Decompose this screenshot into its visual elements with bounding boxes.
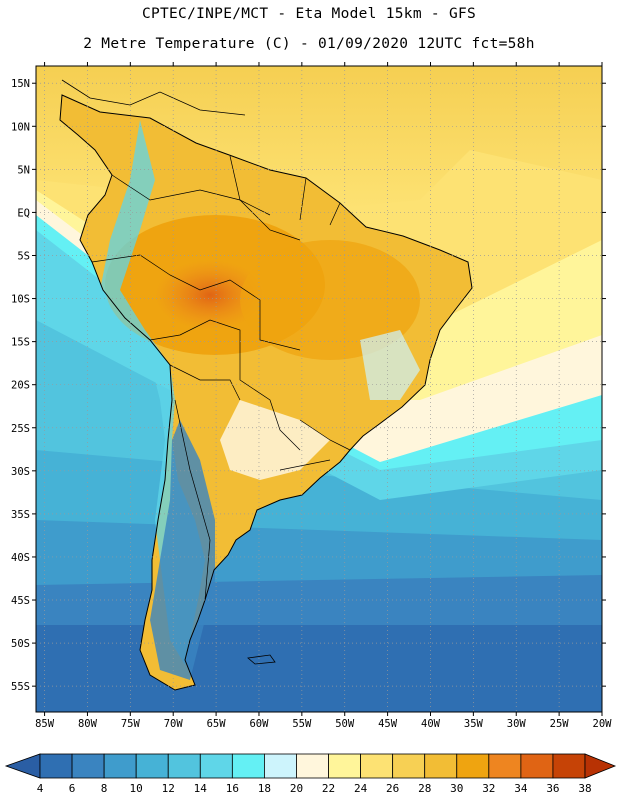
colorbar-swatch xyxy=(488,753,522,779)
lon-tick-label: 60W xyxy=(249,718,269,730)
lon-tick-label: 30W xyxy=(507,718,527,730)
colorbar-swatch xyxy=(167,753,201,779)
temperature-field xyxy=(36,66,602,712)
lat-tick-label: 10S xyxy=(11,294,30,306)
lon-tick-label: 85W xyxy=(35,718,55,730)
colorbar-under-arrow xyxy=(4,753,41,779)
caribbean-coastline xyxy=(61,79,246,116)
lon-tick-label: 65W xyxy=(207,718,227,730)
colorbar-over-arrow xyxy=(584,753,617,779)
longitude-axis: 85W 80W 75W 70W 65W 60W 55W 50W 45W 40W 35W 30W 25W 2… xyxy=(35,62,612,730)
lat-tick-label: 35S xyxy=(11,509,30,521)
colorbar-label: 36 xyxy=(546,782,559,795)
colorbar-swatch xyxy=(39,753,73,779)
map-title-line2: 2 Metre Temperature (C) - 01/09/2020 12U… xyxy=(83,36,535,52)
colorbar-swatch xyxy=(520,753,554,779)
patagonia-cold-area xyxy=(150,420,215,680)
colorbar-label: 14 xyxy=(194,782,208,795)
colorbar-swatch xyxy=(199,753,233,779)
lat-tick-label: 55S xyxy=(11,681,30,693)
colorbar-label: 6 xyxy=(69,782,76,795)
colorbar-label: 32 xyxy=(482,782,495,795)
colorbar-swatch xyxy=(424,753,458,779)
lat-tick-label: 15N xyxy=(11,78,30,90)
coastline xyxy=(59,94,473,691)
lon-tick-label: 45W xyxy=(378,718,398,730)
colorbar-label: 18 xyxy=(258,782,271,795)
colorbar-label: 26 xyxy=(386,782,399,795)
colorbar-swatch xyxy=(456,753,490,779)
lat-tick-label: 40S xyxy=(11,552,30,564)
latitude-axis: 15N 10N 5N EQ 5S 10S 15S 20S 25S 30S 35S 40S 45S 50S 5… xyxy=(11,78,606,693)
colorbar-swatch xyxy=(296,753,329,779)
colorbar-swatch xyxy=(135,753,169,779)
lon-tick-label: 20W xyxy=(593,718,613,730)
colorbar-swatch xyxy=(392,753,426,779)
lon-tick-label: 70W xyxy=(164,718,184,730)
lat-tick-label: 5S xyxy=(17,250,30,262)
lon-tick-label: 55W xyxy=(292,718,312,730)
hot-core xyxy=(155,260,265,330)
lat-tick-label: 25S xyxy=(11,423,30,435)
south-brazil-cool-area xyxy=(220,400,330,480)
colorbar-label: 22 xyxy=(322,782,335,795)
lat-tick-label: 10N xyxy=(11,121,30,133)
colorbar: 4 6 8 10 12 14 16 18 20 22 24 26 28 30 32 34 36 38 xyxy=(4,753,617,795)
lat-tick-label: EQ xyxy=(17,207,30,219)
lat-tick-label: 30S xyxy=(11,466,30,478)
lat-tick-label: 45S xyxy=(11,595,30,607)
falkland-islands xyxy=(247,654,276,665)
highlands-cool-area xyxy=(360,330,420,400)
lon-tick-label: 75W xyxy=(121,718,141,730)
colorbar-label: 16 xyxy=(226,782,239,795)
lon-tick-label: 80W xyxy=(78,718,98,730)
colorbar-label: 8 xyxy=(101,782,108,795)
colorbar-swatch xyxy=(328,753,361,779)
brazil-warm-area xyxy=(240,240,420,360)
lon-tick-label: 50W xyxy=(335,718,355,730)
colorbar-label: 34 xyxy=(514,782,528,795)
colorbar-label: 4 xyxy=(37,782,44,795)
colorbar-swatch xyxy=(231,753,265,779)
colorbar-label: 10 xyxy=(130,782,143,795)
lon-tick-label: 35W xyxy=(464,718,484,730)
lon-tick-label: 25W xyxy=(550,718,570,730)
colorbar-swatch xyxy=(71,753,105,779)
lat-tick-label: 15S xyxy=(11,337,30,349)
lat-tick-label: 50S xyxy=(11,638,30,650)
colorbar-label: 30 xyxy=(450,782,463,795)
colorbar-label: 28 xyxy=(418,782,431,795)
colorbar-swatch xyxy=(264,753,297,779)
country-borders xyxy=(91,155,351,601)
lat-tick-label: 5N xyxy=(17,164,30,176)
colorbar-swatch xyxy=(360,753,394,779)
colorbar-label: 38 xyxy=(578,782,591,795)
colorbar-label: 12 xyxy=(162,782,175,795)
colorbar-swatch xyxy=(103,753,137,779)
colorbar-label: 24 xyxy=(354,782,368,795)
map-title-line1: CPTEC/INPE/MCT - Eta Model 15km - GFS xyxy=(141,6,477,22)
colorbar-swatch xyxy=(552,753,586,779)
colorbar-label: 20 xyxy=(290,782,303,795)
map-frame xyxy=(35,65,603,713)
lon-tick-label: 40W xyxy=(421,718,441,730)
lat-tick-label: 20S xyxy=(11,380,30,392)
